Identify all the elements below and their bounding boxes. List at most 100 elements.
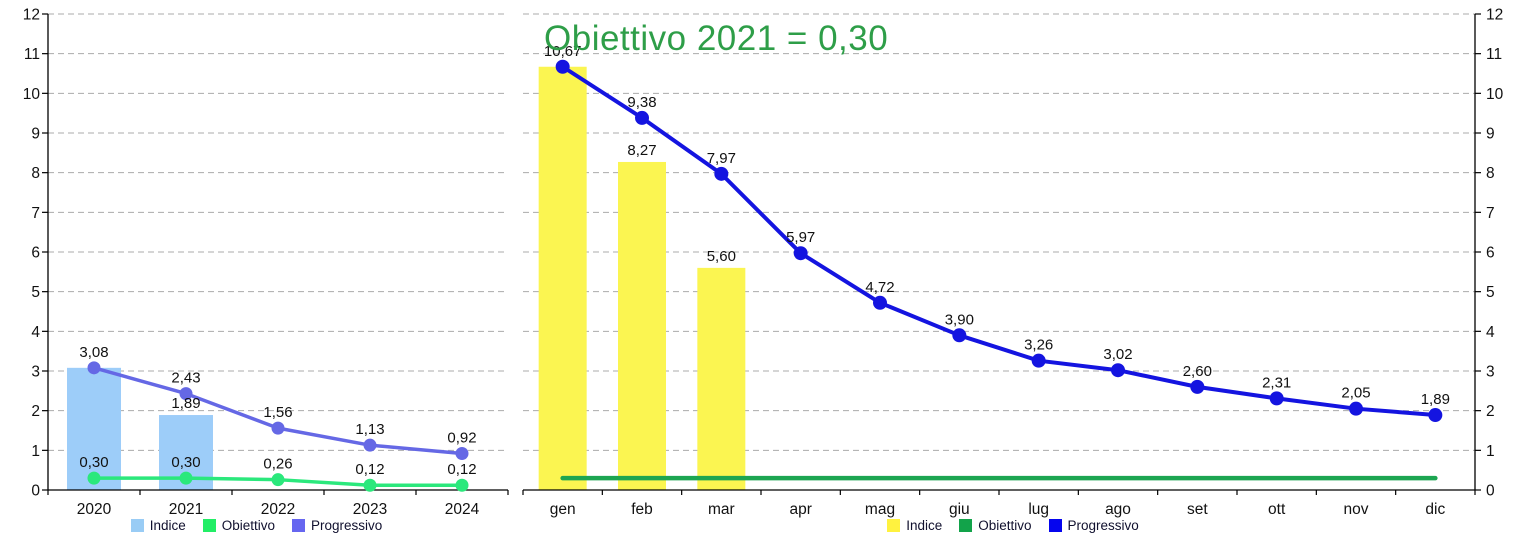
x-tick-label: ott (1268, 501, 1286, 518)
x-tick-label: dic (1425, 501, 1445, 518)
annual-summary-chart: 2020 2021 2022 2023 202401234567891011121,89… (23, 7, 509, 518)
data-point (635, 110, 649, 125)
data-label: 4,72 (865, 279, 894, 296)
y-tick-label: 7 (31, 205, 40, 222)
x-tick-label: giu (949, 501, 970, 518)
legend-item: Indice (130, 518, 186, 533)
bar (67, 367, 121, 490)
monthly-detail-series-indice (538, 66, 746, 491)
data-label: 3,90 (945, 311, 974, 328)
data-point (271, 473, 285, 487)
data-point (1111, 363, 1125, 378)
data-label: 1,89 (1421, 391, 1450, 408)
bar (538, 66, 587, 491)
data-label: 0,30 (79, 454, 108, 471)
y-tick-label: 1 (1486, 443, 1495, 460)
progressivo-line (560, 64, 1438, 418)
legend-label: Obiettivo (221, 518, 276, 533)
data-point (271, 421, 285, 435)
y-tick-label: 1 (31, 443, 40, 460)
data-label: 2,05 (1341, 385, 1370, 402)
data-label: 0,12 (447, 461, 476, 478)
data-labels: 8,27 5,60 10,67 9,38 7,97 5,97 4,72 3,90 3,26 3,0… (544, 43, 1450, 408)
y-tick-label: 11 (24, 46, 40, 63)
legend-swatch (1048, 519, 1062, 532)
data-point (873, 295, 887, 310)
legend-item: Progressivo (1048, 518, 1139, 533)
y-tick-label: 2 (1486, 403, 1495, 420)
chart-title: Obiettivo 2021 = 0,30 (544, 19, 889, 58)
legend-swatch (292, 519, 306, 532)
x-tick-label: apr (789, 501, 811, 518)
legend-swatch (959, 519, 973, 532)
y-tick-label: 8 (1486, 165, 1495, 182)
data-point (455, 478, 469, 492)
y-tick-label: 3 (31, 364, 40, 381)
y-tick-label: 7 (1486, 205, 1495, 222)
annual-summary-series-progressivo (87, 361, 469, 461)
legend-label: Indice (149, 518, 186, 533)
data-point (1190, 379, 1205, 394)
data-label: 10,67 (544, 43, 582, 60)
y-tick-label: 12 (1486, 7, 1503, 24)
x-axis: 2020 2021 2022 2023 2024 (47, 489, 509, 518)
gridlines (48, 13, 508, 451)
legend-swatch (202, 519, 216, 532)
data-label: 0,12 (355, 461, 384, 478)
data-label: 1,56 (263, 404, 292, 421)
data-label: 2,43 (171, 370, 200, 387)
data-label: 0,92 (447, 430, 476, 447)
y-tick-label: 10 (1486, 86, 1504, 103)
y-tick-label: 6 (31, 245, 40, 262)
data-label: 7,97 (707, 150, 736, 167)
data-point (714, 166, 729, 181)
data-label: 0,26 (263, 456, 292, 473)
legend-label: Progressivo (1067, 518, 1139, 533)
legend-item: Indice (887, 518, 942, 533)
x-tick-label: 2022 (261, 501, 295, 518)
y-tick-label: 5 (31, 284, 40, 301)
data-point (1349, 401, 1363, 416)
x-tick-label: ago (1105, 501, 1131, 518)
data-label: 1,13 (355, 421, 384, 438)
y-tick-label: 2 (31, 403, 40, 420)
data-point (1428, 408, 1443, 423)
data-point (793, 246, 808, 261)
data-point (952, 328, 967, 343)
data-point (455, 447, 469, 461)
monthly-detail-series-progressivo (555, 59, 1443, 423)
monthly-detail-chart: gen feb mar apr mag giu lug ago set ott nov dic0123… (522, 7, 1504, 518)
data-point (363, 438, 377, 452)
x-tick-label: mar (708, 501, 735, 518)
data-point (179, 387, 193, 401)
y-tick-label: 8 (31, 165, 40, 182)
data-label: 3,26 (1024, 337, 1053, 354)
x-tick-label: set (1187, 501, 1208, 518)
x-tick-label: 2023 (353, 501, 387, 518)
legend-item: Obiettivo (959, 518, 1032, 533)
gridlines (523, 13, 1475, 451)
data-label: 0,30 (171, 454, 200, 471)
data-point (555, 59, 570, 74)
legend-swatch (130, 519, 144, 532)
x-tick-label: nov (1344, 501, 1369, 518)
legend-item: Progressivo (292, 518, 382, 533)
data-point (179, 471, 193, 485)
data-label: 2,31 (1262, 374, 1291, 391)
data-point (363, 478, 377, 492)
x-axis: gen feb mar apr mag giu lug ago set ott nov dic (522, 489, 1476, 518)
bar (618, 161, 666, 490)
data-label: 5,60 (707, 248, 736, 265)
annual-chart-legend: Indice Obiettivo Progressivo (0, 518, 513, 533)
legend-label: Obiettivo (978, 518, 1032, 533)
y-tick-label: 5 (1486, 284, 1495, 301)
data-label: 9,38 (627, 94, 656, 111)
y-tick-label: 0 (31, 483, 40, 500)
legend-item: Obiettivo (202, 518, 276, 533)
annual-summary-series-obiettivo (87, 471, 469, 492)
monthly-chart-legend: Indice Obiettivo Progressivo (513, 518, 1513, 533)
y-tick-label: 3 (1486, 364, 1495, 381)
